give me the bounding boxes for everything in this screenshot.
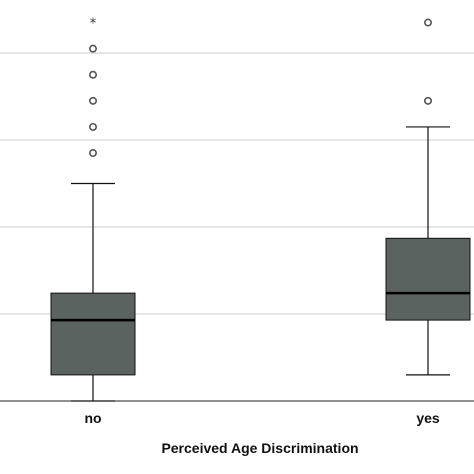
- outlier-point-3: [89, 70, 98, 79]
- extreme-point-0: *: [90, 17, 97, 32]
- outlier-point-2: [89, 96, 98, 105]
- x-tick-label-no: no: [84, 410, 101, 426]
- x-tick-labels: no yes: [84, 410, 439, 426]
- boxes: *: [50, 17, 471, 402]
- outlier-point-0: [423, 96, 432, 105]
- outlier-point-0: [89, 149, 98, 158]
- outlier-point-1: [423, 18, 432, 27]
- box-group-no: *: [50, 17, 136, 402]
- iqr-box: [50, 292, 136, 376]
- outlier-point-1: [89, 122, 98, 131]
- iqr-box: [385, 237, 471, 321]
- x-tick-label-yes: yes: [416, 410, 440, 426]
- box-group-yes: [385, 18, 471, 376]
- x-axis-title: Perceived Age Discrimination: [161, 440, 358, 456]
- outlier-point-4: [89, 44, 98, 53]
